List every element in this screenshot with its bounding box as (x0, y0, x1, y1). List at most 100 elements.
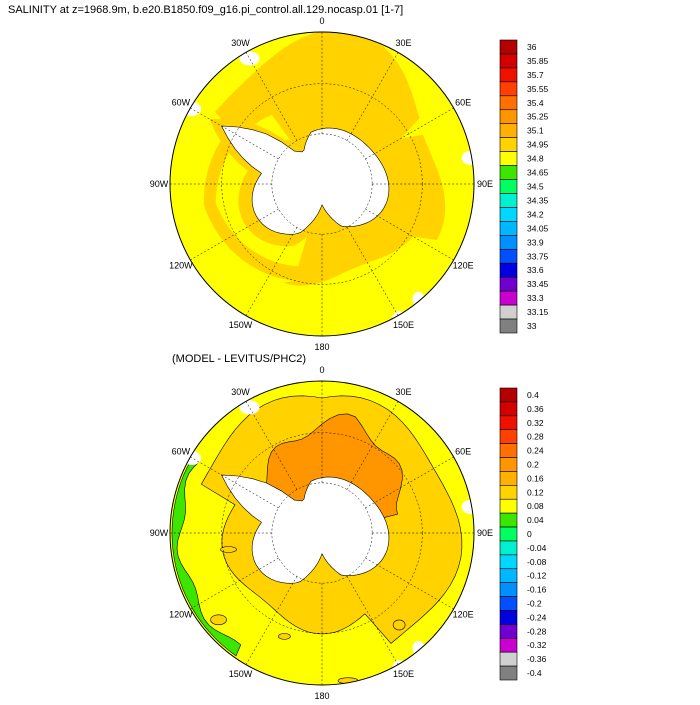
colorbar-label: 33.3 (527, 293, 544, 303)
longitude-label: 90W (150, 528, 169, 538)
longitude-label: 150E (393, 320, 414, 330)
colorbar-swatch (499, 471, 518, 486)
longitude-label: 30W (231, 38, 250, 48)
colorbar-label: 35.1 (527, 126, 544, 136)
colorbar-label: 0.28 (527, 432, 544, 442)
panel-title: SALINITY at z=1968.9m, b.e20.B1850.f09_g… (8, 4, 403, 16)
longitude-label: 30E (395, 387, 411, 397)
colorbar-label: 36 (527, 42, 537, 52)
colorbar-label: 33.6 (527, 265, 544, 275)
colorbar-swatch (499, 304, 518, 320)
colorbar-label: 0.04 (527, 515, 544, 525)
longitude-label: 30W (231, 387, 250, 397)
colorbar-swatch (499, 401, 518, 417)
meridian-line (190, 557, 279, 610)
contour-patch (220, 546, 237, 553)
map-body (170, 381, 474, 685)
meridian-line (190, 456, 279, 509)
meridian-line (365, 208, 454, 261)
colorbar-label: 34.65 (527, 168, 549, 178)
colorbar-label: 35.25 (527, 112, 549, 122)
meridian-line (346, 576, 399, 665)
colorbar-label: 35.7 (527, 70, 544, 80)
colorbar-swatch (499, 248, 518, 264)
meridian-line (365, 456, 454, 509)
missing-patch (461, 150, 474, 165)
colorbar-label: 0 (527, 529, 532, 539)
salinity-panel: SALINITY at z=1968.9m, b.e20.B1850.f09_g… (8, 4, 549, 352)
longitude-label: 120W (169, 610, 193, 620)
colorbar-swatch (499, 81, 518, 97)
colorbar-swatch (499, 387, 518, 403)
polar-map: 0 30E 60E 90E 120E 150E 180 150W 120W 90W 60W 30W (150, 16, 493, 352)
colorbar: 0.4 0.36 0.32 0.28 0.24 0.2 0.16 0.12 0.08 0.04 0 -… (499, 387, 547, 681)
longitude-label: 0 (319, 16, 324, 26)
colorbar-swatch (499, 443, 518, 458)
colorbar-label: 35.4 (527, 98, 544, 108)
meridian-line (190, 107, 279, 160)
missing-patch (461, 499, 474, 514)
colorbar-label: 33.15 (527, 307, 549, 317)
longitude-label: 150W (229, 669, 253, 679)
colorbar-swatch (499, 221, 518, 236)
colorbar-swatch (499, 276, 518, 292)
meridian-line (346, 227, 399, 316)
colorbar-label: 35.55 (527, 84, 549, 94)
colorbar-swatch (499, 554, 518, 570)
panel-title: (MODEL - LEVITUS/PHC2) (172, 353, 306, 365)
colorbar-swatch (499, 415, 518, 431)
longitude-label: 60W (172, 98, 191, 108)
colorbar-swatch (499, 67, 518, 83)
colorbar-label: 34.8 (527, 154, 544, 164)
colorbar-swatch (499, 637, 518, 653)
colorbar-swatch (499, 651, 518, 667)
colorbar-label: 34.5 (527, 182, 544, 192)
colorbar-label: 33.75 (527, 251, 549, 261)
colorbar-label: -0.28 (527, 626, 547, 636)
longitude-label: 120E (453, 261, 474, 271)
colorbar-label: 34.2 (527, 209, 544, 219)
missing-patch (412, 640, 425, 655)
colorbar-swatch (499, 512, 518, 528)
colorbar-swatch (499, 457, 518, 472)
colorbar-swatch (499, 39, 518, 55)
missing-patch (412, 291, 425, 306)
colorbar-label: 0.08 (527, 501, 544, 511)
colorbar-label: 35.85 (527, 56, 549, 66)
colorbar-swatch (499, 540, 518, 556)
colorbar-label: -0.04 (527, 543, 547, 553)
longitude-label: 30E (395, 38, 411, 48)
colorbar-swatch (499, 109, 518, 125)
meridian-line (365, 557, 454, 610)
missing-patch (239, 51, 260, 66)
colorbar-swatch (499, 485, 518, 500)
colorbar-swatch (499, 151, 518, 166)
colorbar-label: 0.12 (527, 487, 544, 497)
colorbar-swatch (499, 179, 518, 194)
map-border (169, 380, 475, 686)
meridian-line (245, 52, 298, 141)
colorbar-swatch (499, 207, 518, 222)
latitude-circle (221, 83, 423, 285)
contour-patch (392, 619, 406, 631)
colorbar-label: -0.32 (527, 640, 547, 650)
colorbar-swatch (499, 526, 518, 542)
longitude-label: 60W (172, 447, 191, 457)
colorbar-label: 33.9 (527, 237, 544, 247)
graticule (170, 381, 474, 685)
colorbar-swatch (499, 290, 518, 306)
colorbar-label: 0.16 (527, 473, 544, 483)
longitude-label: 90W (150, 179, 169, 189)
colorbar-swatch (499, 568, 518, 583)
graticule (170, 32, 474, 336)
colorbar-label: 34.05 (527, 223, 549, 233)
colorbar-label: -0.24 (527, 612, 547, 622)
colorbar-label: 0.24 (527, 446, 544, 456)
longitude-label: 180 (314, 691, 329, 700)
longitude-label: 60E (455, 98, 471, 108)
colorbar-label: 33 (527, 321, 537, 331)
colorbar-swatch (499, 624, 518, 639)
meridian-line (190, 208, 279, 261)
colorbar-label: 0.2 (527, 459, 539, 469)
meridian-line (245, 576, 298, 665)
